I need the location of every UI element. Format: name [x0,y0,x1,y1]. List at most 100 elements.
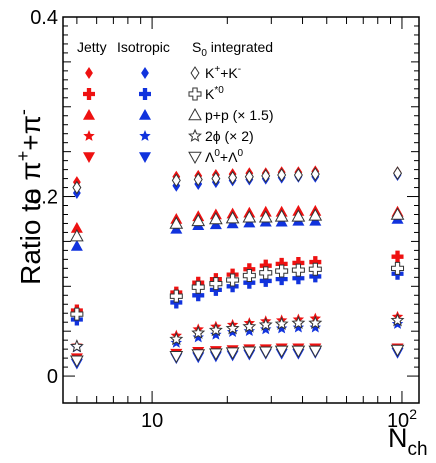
legend-marker-isotropic [139,88,151,100]
point-K-integrated [228,170,238,185]
point-Kstar-jetty [275,257,288,270]
point-Kstar-isotropic [292,272,305,285]
point-phi-integrated [69,339,84,353]
point-K-integrated [193,172,203,187]
legend-marker-jetty [83,109,95,120]
legend-label: Λ0+Λ0 [205,148,243,165]
tick-labels: 10 102 0 0.2 0.4 [30,7,417,432]
point-Kstar-integrated [226,273,240,287]
legend-marker-isotropic [139,130,151,141]
legend-header-jetty: Jetty [77,39,107,55]
point-Kstar-integrated [70,307,84,321]
point-p-jetty [70,221,83,233]
point-K-integrated [244,169,254,184]
point-Lambda-integrated [191,349,206,362]
legend-marker-jetty [83,88,95,100]
point-p-integrated [274,209,289,222]
point-Kstar-integrated [242,269,256,283]
point-p-integrated [191,213,206,227]
point-phi-integrated [291,315,306,330]
legend: Jetty Isotropic S0 integrated K++K- K*0 p+p (… [77,39,274,165]
point-Lambda-integrated [291,345,306,358]
point-p-integrated [308,208,323,221]
legend-marker-jetty [83,130,95,141]
point-p-integrated [169,216,184,229]
legend-marker-jetty [83,152,95,163]
point-phi-integrated [242,319,257,333]
point-Kstar-isotropic [275,273,288,286]
legend-marker-integrated [188,87,202,101]
point-Lambda-integrated [70,355,84,368]
point-phi-integrated [208,322,223,337]
legend-marker-isotropic [141,67,149,79]
point-Kstar-isotropic [259,274,272,287]
legend-marker-jetty [85,67,93,79]
point-Kstar-jetty [391,250,404,263]
point-Lambda-integrated [242,346,257,359]
point-phi-isotropic [260,323,272,335]
point-Kstar-isotropic [309,270,322,283]
point-Kstar-integrated [191,280,205,294]
point-phi-integrated [225,321,240,335]
point-K-integrated [211,171,221,186]
point-p-integrated [70,229,84,242]
legend-marker-integrated [190,66,200,80]
point-p-integrated [390,207,405,220]
legend-label: K*0 [205,85,224,102]
data-points [69,165,405,370]
point-Kstar-isotropic [243,276,256,289]
point-Kstar-integrated [209,277,223,291]
legend-label: 2ϕ (× 2) [205,128,254,144]
point-phi-isotropic [292,321,305,333]
point-phi-integrated [169,331,184,346]
point-phi-integrated [191,325,206,339]
y-axis-label: Ratio to π++π- [13,109,46,285]
point-phi-integrated [390,313,405,327]
point-Lambda-integrated [209,348,223,361]
y-tick-label: 0.2 [30,187,58,209]
point-Kstar-jetty [292,256,305,269]
plot-frame [62,16,420,404]
point-Kstar-integrated [259,266,273,280]
point-Kstar-isotropic [192,289,205,302]
point-Lambda-integrated [258,346,273,359]
point-phi-isotropic [275,322,288,334]
point-phi-isotropic [210,328,222,340]
legend-label: K++K- [205,64,241,81]
point-p-integrated [258,210,273,223]
y-tick-label: 0 [47,366,58,388]
x-axis-label: Nch [388,423,428,460]
legend-label: p+p (× 1.5) [205,107,274,123]
axis-ticks [63,16,419,403]
legend-marker-integrated [188,128,202,142]
point-phi-isotropic [309,321,322,333]
point-phi-integrated [274,316,289,330]
legend-marker-isotropic [139,109,151,120]
x-tick-label: 102 [387,406,417,432]
point-K-integrated [310,167,320,182]
point-K-integrated [277,168,287,182]
point-Lambda-integrated [390,344,405,358]
point-K-integrated [171,173,181,188]
point-Kstar-integrated [275,264,289,278]
legend-marker-integrated [188,151,202,165]
point-Lambda-integrated [225,347,240,360]
legend-marker-integrated [188,107,202,121]
point-phi-isotropic [243,325,256,337]
point-Kstar-integrated [169,289,183,303]
point-K-integrated [72,180,82,195]
legend-marker-isotropic [139,152,151,163]
point-phi-isotropic [192,331,204,343]
point-p-integrated [209,211,223,225]
point-K-integrated [261,168,271,183]
point-p-integrated [291,209,306,222]
x-tick-label: 10 [141,410,163,432]
legend-header-s0: S0 integrated [192,39,273,59]
point-phi-integrated [308,315,323,330]
point-Lambda-integrated [308,345,323,358]
point-K-integrated [393,166,403,181]
y-tick-label: 0.4 [30,7,58,29]
point-Kstar-jetty [259,259,272,272]
point-Kstar-integrated [391,261,405,275]
